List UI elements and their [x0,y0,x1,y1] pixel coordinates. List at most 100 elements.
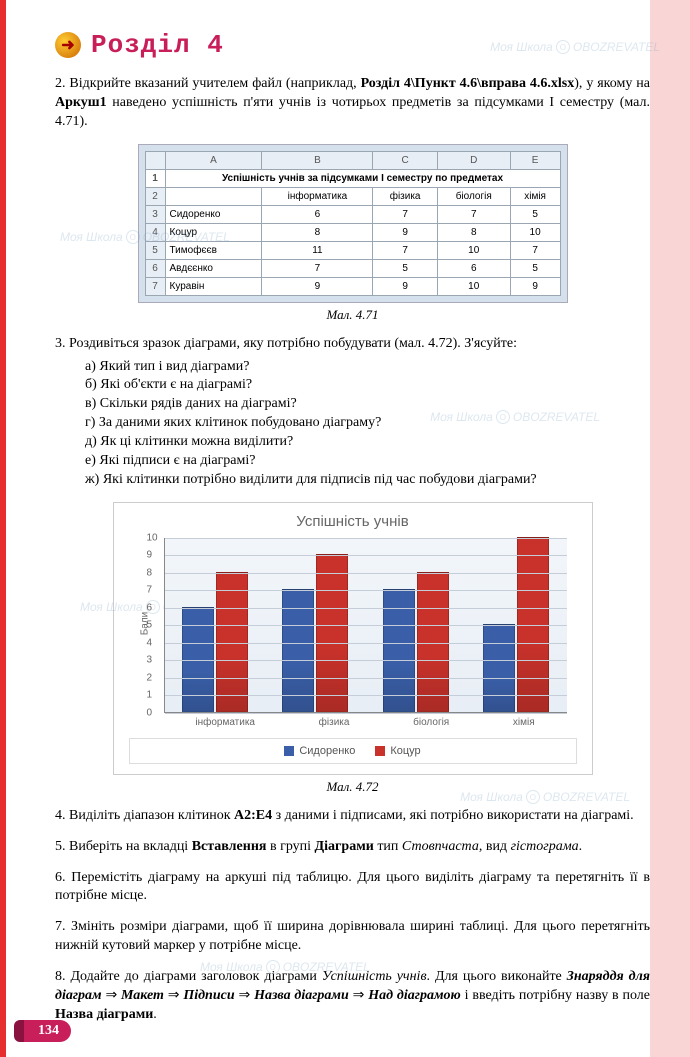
legend-swatch [284,746,294,756]
grid-line [165,608,567,609]
grid-line [165,590,567,591]
data-row: 7Куравін99109 [145,277,560,295]
excel-screenshot: A B C D E 1 Успішність учнів за підсумка… [138,144,568,303]
bar [483,624,515,712]
bar-chart: Успішність учнів Бали 012345678910 інфор… [113,502,593,775]
task-number: 2. [55,76,66,91]
legend-label: Коцур [390,745,420,757]
cell: фізика [373,187,437,205]
task-6: 6. Перемістіть діаграму на аркуші під та… [55,869,650,907]
task-text: ), у якому на [574,76,650,91]
cell: інформатика [262,187,373,205]
list-item: г) За даними яких клітинок побудовано ді… [85,414,650,433]
arrow-icon: ➜ [55,32,81,58]
task-number: 4. [55,808,66,823]
section-title: Розділ 4 [91,30,224,60]
row-num: 1 [145,169,165,187]
bar [316,554,348,712]
grid-line [165,538,567,539]
grid-line [165,643,567,644]
x-label: біологія [413,717,449,728]
corner-cell [145,151,165,169]
list-item: в) Скільки рядів даних на діаграмі? [85,395,650,414]
y-tick: 4 [147,637,153,648]
bold-sheet: Аркуш1 [55,95,107,110]
y-tick: 10 [147,532,158,543]
data-row: 6Авдєєнко7565 [145,259,560,277]
legend-label: Сидоренко [299,745,355,757]
bar [417,572,449,712]
chart-title: Успішність учнів [129,513,577,530]
task-text: Роздивіться зразок діаграми, яку потрібн… [69,336,517,351]
col-C: C [373,151,437,169]
bar-group [182,572,248,712]
data-row: 4Коцур89810 [145,223,560,241]
task-5: 5. Виберіть на вкладці Вставлення в груп… [55,838,650,857]
x-label: фізика [319,717,350,728]
legend-item: Коцур [375,745,420,757]
task-8: 8. Додайте до діаграми заголовок діаграм… [55,968,650,1025]
bold-range: A2:E4 [234,808,272,823]
y-tick: 7 [147,585,153,596]
table-title: Успішність учнів за підсумками І семестр… [165,169,560,187]
task-3: 3. Роздивіться зразок діаграми, яку потр… [55,335,650,490]
task-number: 6. [55,870,66,885]
data-row: 5Тимофєєв117107 [145,241,560,259]
y-tick: 8 [147,567,153,578]
section-header: ➜ Розділ 4 [55,30,650,60]
grid-line [165,660,567,661]
y-tick: 2 [147,672,153,683]
grid-line [165,625,567,626]
task-text: з даними і підписами, які потрібно викор… [272,808,634,823]
list-item: д) Як ці клітинки можна виділити? [85,433,650,452]
chart-plot-area: Бали 012345678910 [164,538,567,713]
list-item: ж) Які клітинки потрібно виділити для пі… [85,471,650,490]
figure-caption-1: Мал. 4.71 [55,307,650,323]
cell: хімія [510,187,560,205]
col-E: E [510,151,560,169]
title-row: 1 Успішність учнів за підсумками І семес… [145,169,560,187]
y-tick: 6 [147,602,153,613]
y-tick: 5 [147,620,153,631]
y-tick: 9 [147,550,153,561]
task-text: Перемістіть діаграму на аркуші під табли… [55,870,650,904]
row-num: 2 [145,187,165,205]
cell: біологія [437,187,510,205]
grid-line [165,713,567,714]
task-7: 7. Змініть розміри діаграми, щоб її шири… [55,918,650,956]
x-label: хімія [513,717,535,728]
task-number: 5. [55,839,66,854]
task-2: 2. Відкрийте вказаний учителем файл (нап… [55,75,650,132]
x-axis-labels: інформатика фізика біологія хімія [164,717,567,728]
legend-item: Сидоренко [284,745,355,757]
y-tick: 0 [147,707,153,718]
y-tick: 3 [147,655,153,666]
col-B: B [262,151,373,169]
data-row: 3Сидоренко6775 [145,205,560,223]
left-accent-stripe [0,0,6,1057]
col-A: A [165,151,262,169]
task-text: Виділіть діапазон клітинок [69,808,234,823]
list-item: а) Який тип і вид діаграми? [85,358,650,377]
legend-swatch [375,746,385,756]
col-header-row: A B C D E [145,151,560,169]
bar [517,537,549,712]
excel-table: A B C D E 1 Успішність учнів за підсумка… [145,151,561,296]
x-label: інформатика [195,717,255,728]
task-number: 7. [55,919,66,934]
list-item: е) Які підписи є на діаграмі? [85,452,650,471]
sub-list: а) Який тип і вид діаграми? б) Які об'єк… [55,358,650,490]
grid-line [165,678,567,679]
col-D: D [437,151,510,169]
bold-path: Розділ 4\Пункт 4.6\вправа 4.6.xlsx [361,76,575,91]
bar [216,572,248,712]
header-row: 2 інформатика фізика біологія хімія [145,187,560,205]
cell [165,187,262,205]
grid-line [165,555,567,556]
task-text: Змініть розміри діаграми, щоб її ширина … [55,919,650,953]
textbook-page: Моя ШколаOOBOZREVATEL Моя ШколаOOBOZREVA… [0,0,690,1057]
grid-line [165,695,567,696]
bar-group [383,572,449,712]
page-number: 134 [20,1020,71,1042]
chart-legend: Сидоренко Коцур [129,738,577,764]
